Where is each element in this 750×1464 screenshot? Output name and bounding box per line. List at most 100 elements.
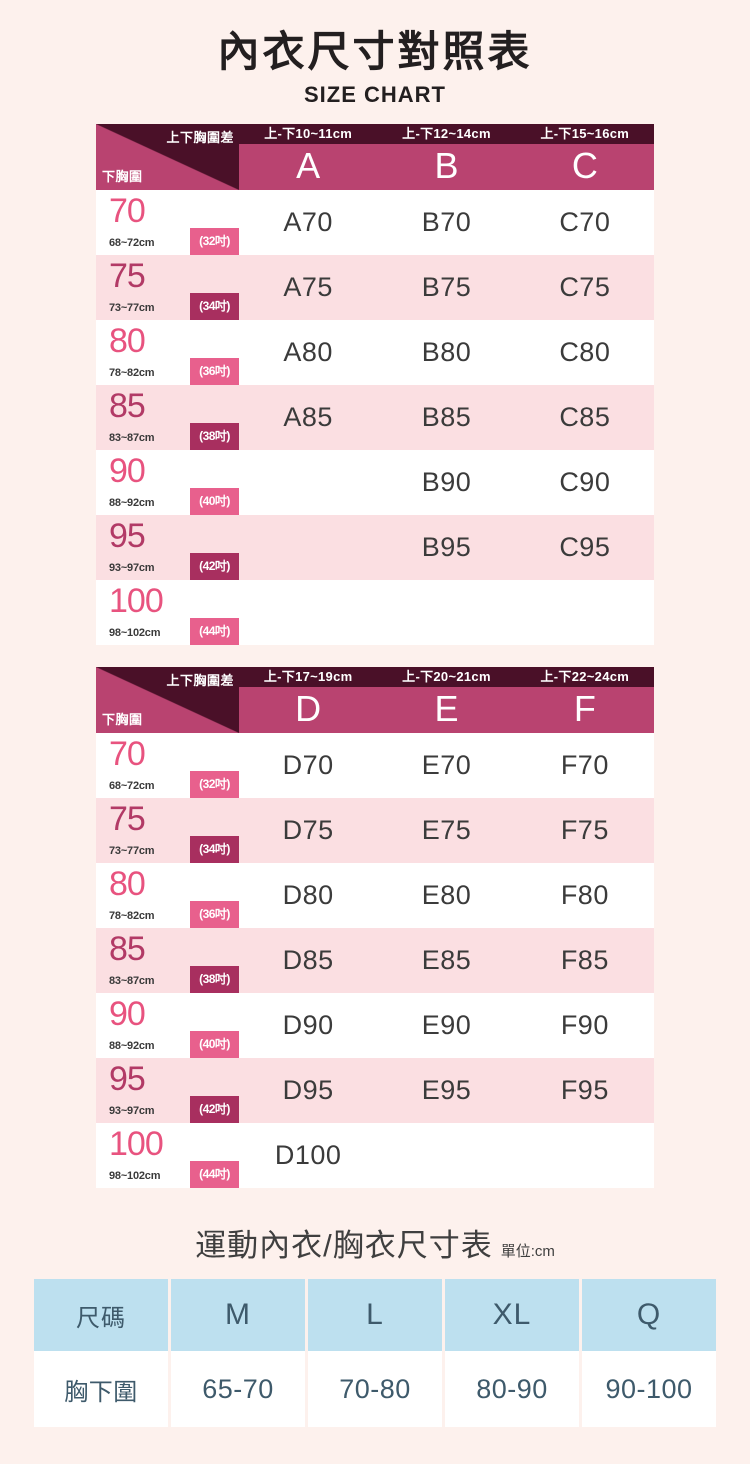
sports-header-xl: XL [445, 1279, 579, 1352]
size-cell: A85 [239, 385, 378, 451]
band-inch-badge: (34吋) [190, 836, 239, 864]
sports-table-title: 運動內衣/胸衣尺寸表 [195, 1228, 493, 1264]
band-range: 88~92cm [109, 497, 155, 510]
bra-size-table-abc: 上下胸圍差 下胸圍 上-下10~11cm A 上-下12~14cm B 上-下1… [96, 124, 654, 646]
page-title: 內衣尺寸對照表 [217, 28, 533, 75]
sports-header-row: 尺碼 M L XL Q [34, 1279, 716, 1352]
sports-table-title-row: 運動內衣/胸衣尺寸表 單位:cm [0, 1220, 750, 1265]
header-underbust-label: 下胸圍 [102, 712, 143, 728]
cup-e-difference: 上-下20~21cm [377, 667, 516, 688]
table-row: 70 68~72cm (32吋) A70 B70 C70 [96, 190, 654, 256]
table-row: 75 73~77cm (34吋) A75 B75 C75 [96, 255, 654, 321]
cup-b-difference: 上-下12~14cm [377, 124, 516, 145]
cup-a-letter: A [239, 144, 378, 191]
size-cell: D95 [239, 1058, 378, 1124]
size-cell-empty [377, 580, 516, 646]
header-corner-cell: 上下胸圍差 下胸圍 [96, 124, 239, 191]
size-cell: D75 [239, 798, 378, 864]
band-size-cell: 70 68~72cm (32吋) [96, 190, 239, 256]
size-cell: A70 [239, 190, 378, 256]
size-cell-empty [239, 580, 378, 646]
band-size-cell: 95 93~97cm (42吋) [96, 515, 239, 581]
sports-bra-size-table: 尺碼 M L XL Q 胸下圍 65-70 70-80 80-90 90-100 [31, 1279, 719, 1428]
size-cell: F90 [515, 993, 654, 1059]
sports-header-q: Q [582, 1279, 716, 1352]
size-cell-empty [377, 1123, 516, 1189]
band-size-cell: 90 88~92cm (40吋) [96, 993, 239, 1059]
band-range: 83~87cm [109, 432, 155, 445]
cup-e-letter: E [377, 687, 516, 734]
header-bust-difference-label: 上下胸圍差 [166, 130, 234, 146]
table-row: 95 93~97cm (42吋) D95 E95 F95 [96, 1058, 654, 1124]
cup-a-difference: 上-下10~11cm [239, 124, 378, 145]
page-subtitle: SIZE CHART [304, 82, 446, 108]
band-number: 85 [109, 930, 146, 969]
size-cell: C85 [515, 385, 654, 451]
table-row: 80 78~82cm (36吋) D80 E80 F80 [96, 863, 654, 929]
cup-d-difference: 上-下17~19cm [239, 667, 378, 688]
table-spacer [0, 645, 750, 667]
band-number: 100 [109, 1125, 164, 1164]
size-cell: D90 [239, 993, 378, 1059]
size-cell: B95 [377, 515, 516, 581]
header-cup-f: 上-下22~24cm F [515, 667, 654, 734]
table-row: 100 98~102cm (44吋) [96, 580, 654, 646]
band-inch-badge: (38吋) [190, 966, 239, 994]
size-cell: F85 [515, 928, 654, 994]
size-cell: C70 [515, 190, 654, 256]
band-range: 68~72cm [109, 237, 155, 250]
table-header-row: 上下胸圍差 下胸圍 上-下17~19cm D 上-下20~21cm E 上-下2… [96, 667, 654, 734]
band-size-cell: 70 68~72cm (32吋) [96, 733, 239, 799]
band-size-cell: 95 93~97cm (42吋) [96, 1058, 239, 1124]
size-cell: B75 [377, 255, 516, 321]
table-row: 70 68~72cm (32吋) D70 E70 F70 [96, 733, 654, 799]
band-number: 95 [109, 517, 146, 556]
size-cell: E75 [377, 798, 516, 864]
size-cell: C90 [515, 450, 654, 516]
sports-value-m: 65-70 [171, 1351, 305, 1428]
size-cell-empty [239, 515, 378, 581]
band-range: 93~97cm [109, 562, 155, 575]
band-number: 90 [109, 995, 146, 1034]
size-cell: E80 [377, 863, 516, 929]
table-row: 95 93~97cm (42吋) B95 C95 [96, 515, 654, 581]
band-inch-badge: (42吋) [190, 553, 239, 581]
band-size-cell: 80 78~82cm (36吋) [96, 863, 239, 929]
band-range: 73~77cm [109, 845, 155, 858]
band-number: 70 [109, 735, 146, 774]
table-row: 100 98~102cm (44吋) D100 [96, 1123, 654, 1189]
size-cell: B70 [377, 190, 516, 256]
sports-header-label: 尺碼 [34, 1279, 168, 1352]
size-cell-empty [515, 580, 654, 646]
band-size-cell: 85 83~87cm (38吋) [96, 385, 239, 451]
band-size-cell: 100 98~102cm (44吋) [96, 1123, 239, 1189]
cup-c-difference: 上-下15~16cm [515, 124, 654, 145]
size-cell: A80 [239, 320, 378, 386]
band-range: 98~102cm [109, 1170, 161, 1183]
sports-header-m: M [171, 1279, 305, 1352]
size-cell: F95 [515, 1058, 654, 1124]
table-row: 75 73~77cm (34吋) D75 E75 F75 [96, 798, 654, 864]
sports-value-l: 70-80 [308, 1351, 442, 1428]
table-row: 85 83~87cm (38吋) D85 E85 F85 [96, 928, 654, 994]
band-inch-badge: (36吋) [190, 358, 239, 386]
band-inch-badge: (44吋) [190, 618, 239, 646]
cup-d-letter: D [239, 687, 378, 734]
size-cell: F80 [515, 863, 654, 929]
band-range: 78~82cm [109, 367, 155, 380]
size-cell: C80 [515, 320, 654, 386]
table-row: 90 88~92cm (40吋) B90 C90 [96, 450, 654, 516]
band-size-cell: 100 98~102cm (44吋) [96, 580, 239, 646]
diagonal-divider-icon [96, 667, 239, 734]
bra-size-table-def: 上下胸圍差 下胸圍 上-下17~19cm D 上-下20~21cm E 上-下2… [96, 667, 654, 1189]
band-number: 75 [109, 800, 146, 839]
band-inch-badge: (38吋) [190, 423, 239, 451]
sports-header-l: L [308, 1279, 442, 1352]
band-number: 80 [109, 322, 146, 361]
size-cell: B90 [377, 450, 516, 516]
size-cell: F70 [515, 733, 654, 799]
band-inch-badge: (40吋) [190, 1031, 239, 1059]
header-underbust-label: 下胸圍 [102, 169, 143, 185]
size-cell: B80 [377, 320, 516, 386]
